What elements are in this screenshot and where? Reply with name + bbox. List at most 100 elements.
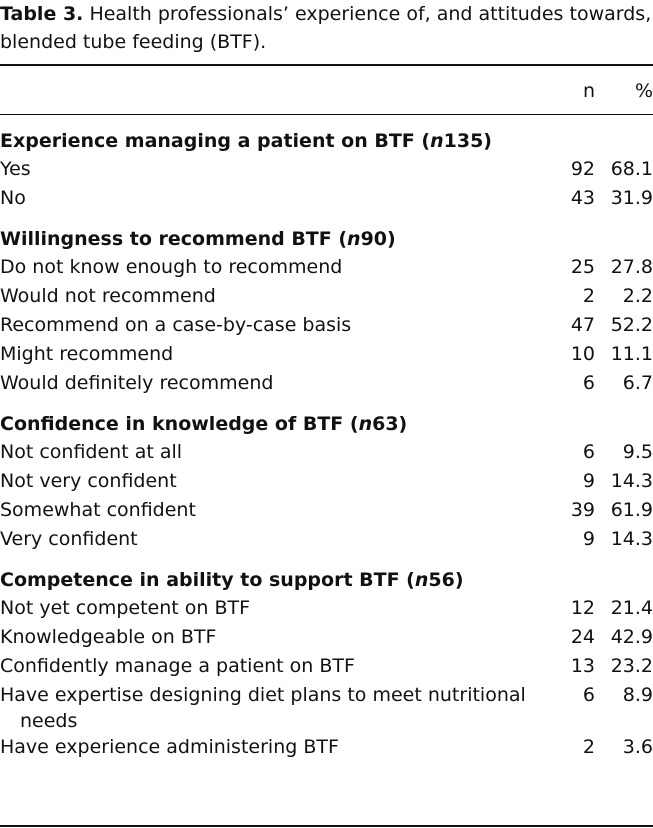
row-n: 13: [570, 655, 595, 677]
row-pct: 9.5: [622, 441, 653, 463]
table-row: Would definitely recommend 6 6.7: [0, 370, 653, 399]
section-header: Competence in ability to support BTF (n5…: [0, 555, 653, 595]
row-pct: 23.2: [610, 655, 653, 677]
header-label-cell: [0, 67, 555, 114]
table-row: Yes 92 68.1: [0, 156, 653, 185]
row-label-cell: Recommend on a case-by-case basis: [0, 312, 555, 341]
row-label: Do not know enough to recommend: [0, 256, 343, 278]
section-n-value: 63: [372, 413, 399, 435]
row-pct: 27.8: [610, 256, 653, 278]
row-pct: 8.9: [622, 684, 653, 706]
row-pct: 3.6: [622, 736, 653, 758]
row-label: Very confident: [0, 528, 138, 550]
row-label-cell: Very confident: [0, 526, 555, 555]
table-row: No 43 31.9: [0, 185, 653, 214]
row-n: 12: [570, 597, 595, 619]
row-pct: 61.9: [610, 499, 653, 521]
row-label: Not confident at all: [0, 441, 183, 463]
row-label-cell: Might recommend: [0, 341, 555, 370]
header-n: n: [582, 79, 595, 102]
section-title-text: Confidence in knowledge of BTF (: [0, 413, 359, 435]
row-pct: 14.3: [610, 528, 653, 550]
row-label: Yes: [0, 158, 31, 180]
row-label-cell: Have experience administering BTF: [0, 734, 555, 763]
row-label: Would not recommend: [0, 285, 216, 307]
section-title-close: ): [454, 569, 464, 591]
table-row: Very confident 9 14.3: [0, 526, 653, 555]
row-label: Have expertise designing diet plans to m…: [0, 684, 526, 706]
row-n: 2: [582, 285, 595, 307]
header-row: n %: [0, 67, 653, 114]
row-pct: 68.1: [610, 158, 653, 180]
row-n: 47: [570, 314, 595, 336]
row-label-cell: Would not recommend: [0, 283, 555, 312]
table-row: Do not know enough to recommend 25 27.8: [0, 254, 653, 283]
row-pct: 6.7: [622, 372, 653, 394]
section-title-text: Experience managing a patient on BTF (: [0, 130, 431, 152]
row-label-cell: Yes: [0, 156, 555, 185]
table-row: Not confident at all 6 9.5: [0, 439, 653, 468]
row-label: Not yet competent on BTF: [0, 597, 251, 619]
row-n: 92: [570, 158, 595, 180]
section-title: Willingness to recommend BTF (n90): [0, 214, 653, 254]
row-label: Have experience administering BTF: [0, 736, 339, 758]
row-n: 6: [582, 441, 595, 463]
section-title-text: Competence in ability to support BTF (: [0, 569, 415, 591]
row-n: 39: [570, 499, 595, 521]
row-n: 9: [582, 528, 595, 550]
table-row: Might recommend 10 11.1: [0, 341, 653, 370]
section-title: Experience managing a patient on BTF (n1…: [0, 114, 653, 156]
row-label: Might recommend: [0, 343, 174, 365]
section-n-value: 135: [443, 130, 484, 152]
row-label: Confidently manage a patient on BTF: [0, 655, 355, 677]
row-label: No: [0, 187, 26, 209]
row-label-cell: Somewhat confident: [0, 497, 555, 526]
row-n: 9: [582, 470, 595, 492]
table-row: Have experience administering BTF 2 3.6: [0, 734, 653, 763]
row-pct: 14.3: [610, 470, 653, 492]
section-n-label: n: [430, 130, 444, 152]
row-n: 2: [582, 736, 595, 758]
section-title-close: ): [387, 228, 396, 250]
table-row: Not very confident 9 14.3: [0, 468, 653, 497]
header-pct: %: [634, 79, 653, 102]
row-n: 6: [582, 372, 595, 394]
section-header: Experience managing a patient on BTF (n1…: [0, 114, 653, 156]
row-label-cell: Not yet competent on BTF: [0, 595, 555, 624]
section-title-text: Willingness to recommend BTF (: [0, 228, 348, 250]
table-row: Confidently manage a patient on BTF 13 23.…: [0, 653, 653, 682]
section-n-value: 90: [360, 228, 388, 250]
row-n: 24: [570, 626, 595, 648]
row-pct: 11.1: [610, 343, 653, 365]
row-label: Would definitely recommend: [0, 372, 274, 394]
section-title: Confidence in knowledge of BTF (n63): [0, 399, 653, 439]
section-n-value: 56: [428, 569, 455, 591]
row-label-continuation: needs: [20, 710, 78, 732]
row-label-cell: Would definitely recommend: [0, 370, 555, 399]
section-title: Competence in ability to support BTF (n5…: [0, 555, 653, 595]
table-row: Have expertise designing diet plans to m…: [0, 682, 653, 734]
row-label-cell: No: [0, 185, 555, 214]
row-label-cell: Not confident at all: [0, 439, 555, 468]
bottom-rule: [0, 825, 653, 827]
row-pct: 31.9: [610, 187, 653, 209]
caption-label: Table 3.: [0, 3, 84, 25]
section-header: Willingness to recommend BTF (n90): [0, 214, 653, 254]
table-caption: Table 3. Health professionals’ experienc…: [0, 0, 653, 56]
row-label-cell: Confidently manage a patient on BTF: [0, 653, 555, 682]
row-pct: 21.4: [610, 597, 653, 619]
top-rule: [0, 64, 653, 66]
section-header: Confidence in knowledge of BTF (n63): [0, 399, 653, 439]
table-row: Recommend on a case-by-case basis 47 52.2: [0, 312, 653, 341]
section-n-label: n: [347, 228, 361, 250]
row-n: 10: [570, 343, 595, 365]
row-label: Somewhat confident: [0, 499, 196, 521]
table-row: Somewhat confident 39 61.9: [0, 497, 653, 526]
row-label: Knowledgeable on BTF: [0, 626, 217, 648]
section-title-close: ): [398, 413, 408, 435]
row-label-cell: Knowledgeable on BTF: [0, 624, 555, 653]
section-n-label: n: [358, 413, 373, 435]
row-pct: 52.2: [610, 314, 653, 336]
data-table: n % Experience managing a patient on BTF…: [0, 67, 653, 763]
